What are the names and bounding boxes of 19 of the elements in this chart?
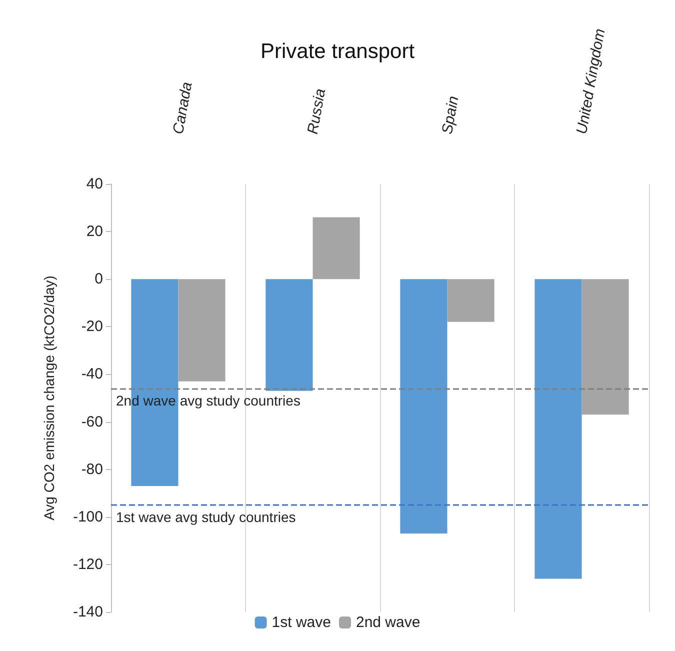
- legend-label: 2nd wave: [356, 614, 420, 631]
- y-tick-label: -80: [81, 460, 103, 478]
- y-tick-label: -40: [81, 366, 103, 383]
- legend-label: 1st wave: [272, 614, 331, 631]
- x-tick-label: United Kingdom: [573, 27, 609, 136]
- y-tick-label: -60: [81, 413, 103, 430]
- y-axis-title: Avg CO2 emission change (ktCO2/day): [41, 276, 57, 520]
- chart-title: Private transport: [260, 40, 415, 63]
- ref-line-label: 1st wave avg study countries: [116, 509, 296, 525]
- y-tick-label: 0: [94, 270, 103, 288]
- x-tick-label: Spain: [438, 94, 462, 136]
- y-tick-label: -120: [72, 556, 103, 573]
- y-tick-label: -100: [72, 508, 103, 526]
- x-tick-label: Canada: [170, 80, 196, 136]
- x-tick-label: Russia: [304, 87, 330, 136]
- y-tick-label: -140: [72, 604, 103, 620]
- y-tick-label: -20: [81, 318, 103, 336]
- y-tick-label: 40: [86, 176, 103, 192]
- y-tick-label: 20: [86, 223, 103, 240]
